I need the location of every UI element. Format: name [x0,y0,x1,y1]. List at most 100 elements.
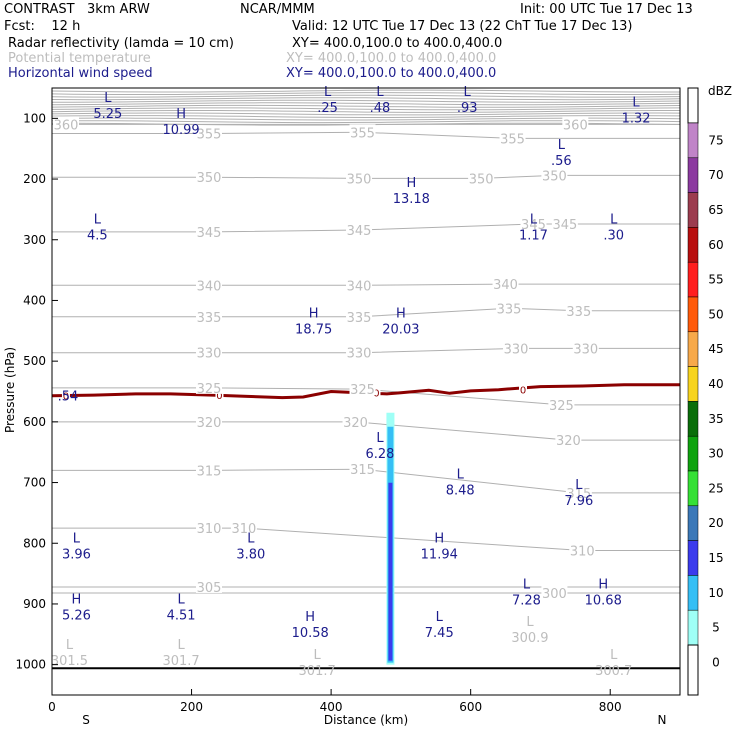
zero-label-bg [215,390,224,401]
theta-label-bg [562,116,589,131]
y-tick-label: 600 [23,415,46,429]
colorbar-level-label: 10 [708,586,723,600]
theta-label-bg [346,222,373,237]
theta-contour-label: 320 [556,434,581,449]
wind-extremum-value: .48 [370,101,391,116]
wind-extremum-letter: H [406,176,416,191]
theta-minimum-value: 301.7 [162,654,199,669]
x-end-label-south: S [82,713,90,727]
colorbar-level-label: 60 [708,238,723,252]
theta-label-bg [565,484,592,499]
theta-label-bg [346,308,373,323]
y-tick-label: 700 [23,476,46,490]
colorbar-level-label: 40 [708,377,723,391]
colorbar-level-label: 5 [712,621,720,635]
wind-extremum-value: 10.58 [292,626,329,641]
colorbar-level-label: 55 [708,273,723,287]
x-tick-label: 800 [599,700,622,714]
wind-extremum-letter: H [72,593,82,608]
theta-minimum-letter: L [66,638,74,653]
wind-extremum-letter: L [324,85,332,100]
theta-label-bg [349,461,376,476]
theta-contour-label: 350 [347,172,372,187]
theta-label-bg [551,215,578,230]
theta-contour-label: 320 [197,416,222,431]
wind-extremum-letter: H [396,307,406,322]
theta-contour-label: 310 [197,522,222,537]
wind-extremum-value: 7.96 [564,494,593,509]
wind-extremum-value: 13.18 [393,192,430,207]
forecast-hour: Fcst: 12 h [4,19,81,34]
theta-label-bg [349,124,376,139]
theta-contour-line [52,104,680,108]
wind-extremum-letter: H [176,107,186,122]
theta-contour-label: 305 [197,581,222,596]
theta-contour-line [52,112,680,116]
wind-extremum-value: 7.28 [512,593,541,608]
wind-extremum-value: 4.51 [167,609,196,624]
wind-extremum-letter: L [632,95,640,110]
theta-contour-label: 330 [197,347,222,362]
colorbar-swatch [687,505,699,541]
colorbar-swatch [687,401,699,437]
wind-extremum-value: 10.68 [585,593,622,608]
theta-contour-label: 350 [542,169,567,184]
theta-contour-label: 330 [347,347,372,362]
theta-label-bg [555,432,582,447]
theta-label-bg [565,302,592,317]
colorbar-top-box [687,87,699,124]
colorbar-swatch [687,540,699,576]
theta-contour-label: 360 [54,118,79,133]
wind-extremum-letter: H [434,531,444,546]
reflectivity-column [386,412,395,665]
theta-contour-label: 340 [197,279,222,294]
field-xy-wind: XY= 400.0,100.0 to 400.0,400.0 [286,66,497,81]
wind-extremum-value: 1.32 [622,111,651,126]
colorbar-level-label: 25 [708,481,723,495]
field-name-reflectivity: Radar reflectivity (lamda = 10 cm) [8,36,234,51]
zero-contour-label: 0 [216,391,222,402]
wind-extremum-letter: L [104,91,112,106]
colorbar-level-label: 30 [708,447,723,461]
field-xy-theta: XY= 400.0,100.0 to 400.0,400.0 [286,51,497,66]
theta-contour-label: 355 [350,126,375,141]
wind-extremum-letter: L [376,431,384,446]
theta-label-bg [196,578,222,593]
colorbar-level-label: 65 [708,203,723,217]
wind-extremum-letter: L [73,531,81,546]
wind-extremum-letter: L [464,85,472,100]
theta-contour-line [52,107,680,111]
wind-extremum-letter: L [523,577,531,592]
wind-extremum-value: 18.75 [295,323,332,338]
theta-label-bg [346,277,373,292]
theta-label-bg [468,170,495,185]
theta-label-bg [541,167,568,182]
theta-contour-label: 330 [573,342,598,357]
colorbar-swatch [687,122,699,159]
colorbar-level-label: 45 [708,342,723,356]
x-tick-label: 0 [48,700,56,714]
theta-label-bg [196,379,222,394]
theta-label-bg [196,125,222,140]
theta-contour-line [52,110,680,113]
colorbar-level-label: 75 [708,133,723,147]
theta-contour-label: 335 [497,302,522,317]
y-tick-label: 1000 [15,658,46,672]
wind-extremum-value: .54 [58,389,79,404]
theta-contour-line [52,102,680,106]
theta-contour-label: 325 [197,382,222,397]
theta-label-bg [496,300,523,315]
field-name-wind: Horizontal wind speed [8,66,153,81]
theta-label-bg [196,413,222,428]
theta-contour-label: 335 [566,305,591,320]
colorbar-swatch [687,366,699,402]
colorbar-swatch [687,470,699,507]
theta-contour-label: 315 [197,464,222,479]
field-xy-reflectivity: XY= 400.0,100.0 to 400.0,400.0 [292,36,503,51]
y-tick-label: 100 [23,111,46,125]
theta-contour-label: 340 [493,278,518,293]
theta-minimum-letter: L [177,638,185,653]
zero-contour-label: 0 [373,389,379,400]
model-title: CONTRAST 3km ARW [4,2,150,17]
